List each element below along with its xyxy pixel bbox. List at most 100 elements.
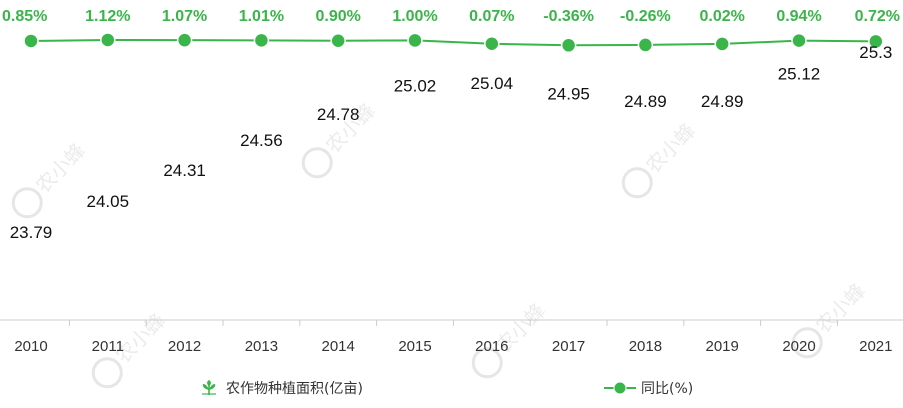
sprout-icon [560, 229, 577, 248]
sprout-icon [330, 182, 347, 201]
area-value-label: 24.89 [701, 92, 744, 111]
sprout-icon [714, 118, 731, 131]
area-bar [867, 70, 884, 319]
sprout-icon [560, 182, 577, 201]
sprout-icon [99, 229, 116, 248]
sprout-icon [637, 253, 654, 272]
yoy-value-label: 0.94% [776, 8, 821, 25]
sprout-icon [407, 182, 423, 201]
area-value-label: 24.89 [624, 92, 667, 111]
sprout-icon [791, 276, 807, 295]
sprout-icon [330, 159, 347, 178]
yoy-value-label: 0.72% [855, 8, 900, 25]
sprout-icon [253, 253, 270, 272]
legend-marker [613, 381, 627, 395]
sprout-icon [483, 159, 500, 178]
x-tick-label: 2017 [552, 338, 585, 355]
area-bar [637, 118, 654, 319]
sprout-icon [483, 300, 500, 319]
x-tick-label: 2016 [475, 338, 508, 355]
x-tick-label: 2021 [859, 338, 892, 355]
yoy-value-label: 1.07% [162, 8, 207, 25]
sprout-icon [560, 206, 577, 225]
bars-layer [23, 70, 884, 319]
x-tick-label: 2012 [168, 338, 201, 355]
legend-item-yoy: 同比(%) [604, 381, 693, 397]
sprout-icon [23, 253, 39, 272]
x-tick-label: 2013 [245, 338, 278, 355]
sprout-icon [867, 70, 884, 84]
sprout-icon [201, 379, 217, 395]
sprout-icon [253, 276, 270, 295]
yoy-value-label: 0.90% [316, 8, 361, 25]
sprout-icon [867, 135, 884, 154]
sprout-icon [407, 253, 423, 272]
sprout-icon [483, 253, 500, 272]
x-tick-label: 2014 [322, 338, 355, 355]
sprout-icon [637, 118, 654, 131]
sprout-icon [714, 276, 731, 295]
sprout-icon [253, 206, 270, 225]
watermark-text: 农小蜂 [31, 138, 90, 197]
yoy-marker [714, 36, 730, 52]
yoy-value-label: 1.00% [392, 8, 437, 25]
sprout-icon [330, 300, 347, 319]
area-bar [176, 187, 193, 319]
sprout-icon [637, 276, 654, 295]
sprout-icon [483, 276, 500, 295]
sprout-icon [330, 229, 347, 248]
legend-label: 农作物种植面积(亿亩) [226, 380, 363, 397]
sprout-icon [176, 229, 193, 248]
sprout-icon [714, 159, 731, 178]
yoy-marker [407, 32, 423, 49]
yoy-marker [868, 33, 884, 50]
sprout-icon [714, 182, 731, 201]
area-value-label: 25.02 [394, 76, 437, 95]
yoy-value-label: 0.02% [700, 8, 745, 25]
area-value-label: 24.56 [240, 131, 283, 150]
sprout-icon [407, 159, 423, 178]
area-value-label: 24.05 [87, 192, 130, 211]
area-bar [23, 253, 39, 319]
sprout-icon [99, 253, 116, 272]
labels-layer: 0.85% 1.12% 1.07% 1.01% 0.90% 1.00% 0.07% -0.36… [2, 8, 900, 242]
sprout-icon [560, 159, 577, 178]
yoy-value-label: 1.01% [239, 8, 284, 25]
sprout-icon [560, 253, 577, 272]
area-bar [99, 218, 116, 319]
yoy-marker [253, 32, 270, 49]
sprout-icon [791, 182, 807, 201]
area-value-label: 25.04 [471, 74, 514, 93]
sprout-icon [176, 276, 193, 295]
area-bar [560, 112, 577, 319]
sprout-icon [714, 229, 731, 248]
sprout-icon [714, 206, 731, 225]
x-tick-label: 2020 [782, 338, 815, 355]
sprout-icon [560, 276, 577, 295]
area-bar [407, 103, 423, 319]
sprout-icon [867, 253, 884, 272]
sprout-icon [791, 206, 807, 225]
area-bar [483, 100, 500, 319]
sprout-icon [867, 300, 884, 319]
sprout-icon [176, 253, 193, 272]
yoy-marker [791, 32, 807, 49]
yoy-marker [176, 32, 193, 48]
sprout-icon [714, 135, 731, 154]
yoy-marker [100, 32, 116, 48]
sprout-icon [253, 229, 270, 248]
sprout-icon [867, 88, 884, 107]
watermark-text: 农小蜂 [811, 278, 870, 337]
sprout-icon [791, 253, 807, 272]
yoy-value-label: 0.85% [2, 8, 47, 25]
yoy-value-label: -0.36% [543, 8, 594, 25]
sprout-icon [714, 253, 731, 272]
sprout-icon [483, 229, 500, 248]
sprout-icon [99, 276, 116, 295]
sprout-icon [714, 300, 731, 319]
sprout-icon [560, 300, 577, 319]
yoy-line-layer [23, 32, 884, 54]
sprout-icon [637, 229, 654, 248]
sprout-icon [407, 276, 423, 295]
